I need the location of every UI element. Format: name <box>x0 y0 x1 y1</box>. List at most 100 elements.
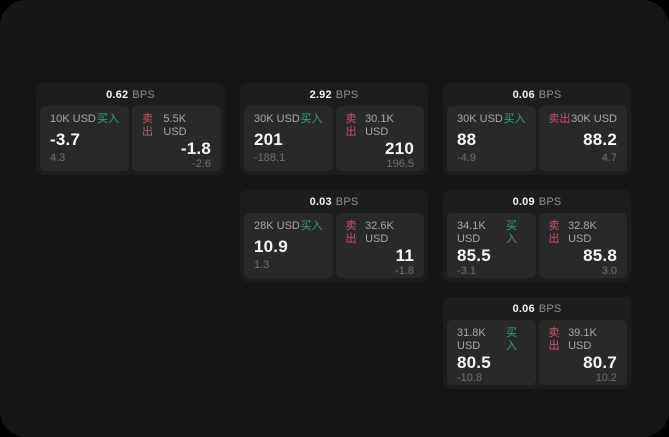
quote-panels: 10K USD 买入 -3.7 4.3 卖出 5.5K USD -1.8 -2.… <box>40 106 221 171</box>
spread-unit-label: BPS <box>335 196 359 208</box>
buy-price: -3.7 <box>50 129 81 149</box>
buy-quote-panel[interactable]: 28K USD 买入 10.9 1.3 <box>244 213 333 278</box>
spread-header: 0.06 BPS <box>447 301 627 317</box>
sell-side-tag: 卖出 <box>548 220 560 245</box>
sell-size-label: 39.1K USD <box>568 327 597 352</box>
sell-price: 11 <box>395 246 414 265</box>
buy-side-tag: 买入 <box>505 327 517 352</box>
quote-card: 2.92 BPS 30K USD 买入 201 -188.1 卖出 30.1K U… <box>240 83 428 175</box>
spread-value: 0.09 <box>512 196 535 208</box>
spread-unit-label: BPS <box>538 89 562 101</box>
sell-price: 88.2 <box>583 129 617 149</box>
sell-delta: 196.5 <box>386 158 414 170</box>
spread-header: 0.03 BPS <box>244 194 424 210</box>
sell-panel-top-row: 卖出 5.5K USD <box>142 113 211 139</box>
spread-value: 0.62 <box>106 89 129 101</box>
buy-panel-top-row: 28K USD 买入 <box>254 220 323 233</box>
buy-panel-top-row: 30K USD 买入 <box>254 113 323 126</box>
sell-quote-panel[interactable]: 卖出 39.1K USD 80.7 10.2 <box>538 320 627 385</box>
spread-value: 2.92 <box>309 89 332 101</box>
buy-size-label: 30K USD <box>254 113 300 125</box>
buy-price: 10.9 <box>254 236 288 256</box>
sell-size-label: 30K USD <box>571 113 617 125</box>
sell-side-tag: 卖出 <box>548 113 571 125</box>
buy-size-label: 10K USD <box>50 113 96 125</box>
buy-delta: -188.1 <box>254 152 286 164</box>
spread-unit-label: BPS <box>538 196 562 208</box>
sell-size-label: 32.6K USD <box>365 220 394 245</box>
sell-side-tag: 卖出 <box>345 220 357 245</box>
quote-panels: 30K USD 买入 201 -188.1 卖出 30.1K USD 210 1… <box>244 106 424 171</box>
sell-panel-top-row: 卖出 30.1K USD <box>346 113 415 139</box>
quote-panels: 34.1K USD 买入 85.5 -3.1 卖出 32.8K USD 85.8… <box>447 213 627 278</box>
sell-quote-panel[interactable]: 卖出 30K USD 88.2 4.7 <box>538 106 627 171</box>
quote-panels: 28K USD 买入 10.9 1.3 卖出 32.6K USD 11 -1.8 <box>244 213 424 278</box>
sell-side-tag: 卖出 <box>142 113 153 138</box>
quote-grid: 0.62 BPS 10K USD 买入 -3.7 4.3 卖出 5.5K USD … <box>36 83 631 389</box>
buy-delta: -10.8 <box>457 372 483 384</box>
buy-side-tag: 买入 <box>300 220 323 232</box>
spread-value: 0.06 <box>512 303 535 315</box>
spread-unit-label: BPS <box>335 89 359 101</box>
sell-price: 85.8 <box>583 246 617 265</box>
quote-card: 0.06 BPS 31.8K USD 买入 80.5 -10.8 卖出 39.1K… <box>443 297 631 389</box>
buy-size-label: 28K USD <box>254 220 300 232</box>
buy-delta: -3.1 <box>457 265 476 277</box>
buy-size-label: 31.8K USD <box>457 327 486 352</box>
spread-value: 0.06 <box>512 89 535 101</box>
buy-size-label: 30K USD <box>457 113 503 125</box>
sell-quote-panel[interactable]: 卖出 30.1K USD 210 196.5 <box>335 106 424 171</box>
buy-panel-top-row: 31.8K USD 买入 <box>457 327 526 353</box>
buy-price: 88 <box>457 129 477 149</box>
sell-panel-top-row: 卖出 32.6K USD <box>346 220 415 246</box>
sell-side-tag: 卖出 <box>345 113 357 138</box>
quote-panels: 31.8K USD 买入 80.5 -10.8 卖出 39.1K USD 80.… <box>447 320 627 385</box>
buy-panel-top-row: 34.1K USD 买入 <box>457 220 526 246</box>
buy-quote-panel[interactable]: 30K USD 买入 88 -4.9 <box>447 106 536 171</box>
sell-price: 210 <box>385 139 414 158</box>
buy-price: 201 <box>254 129 283 149</box>
sell-price: 80.7 <box>583 353 617 372</box>
buy-side-tag: 买入 <box>300 113 323 125</box>
buy-quote-panel[interactable]: 31.8K USD 买入 80.5 -10.8 <box>447 320 536 385</box>
quote-card: 0.06 BPS 30K USD 买入 88 -4.9 卖出 30K USD 88… <box>443 83 631 175</box>
spread-header: 0.06 BPS <box>447 87 627 103</box>
buy-price: 80.5 <box>457 353 491 372</box>
sell-size-label: 30.1K USD <box>365 113 394 138</box>
sell-quote-panel[interactable]: 卖出 32.8K USD 85.8 3.0 <box>538 213 627 278</box>
sell-panel-top-row: 卖出 30K USD <box>549 113 618 126</box>
buy-side-tag: 买入 <box>503 113 526 125</box>
sell-quote-panel[interactable]: 卖出 32.6K USD 11 -1.8 <box>335 213 424 278</box>
quote-card: 0.62 BPS 10K USD 买入 -3.7 4.3 卖出 5.5K USD … <box>36 83 225 175</box>
buy-delta: 1.3 <box>254 259 270 271</box>
buy-quote-panel[interactable]: 34.1K USD 买入 85.5 -3.1 <box>447 213 536 278</box>
spread-unit-label: BPS <box>538 303 562 315</box>
sell-delta: -2.6 <box>192 158 211 170</box>
buy-side-tag: 买入 <box>505 220 517 245</box>
buy-quote-panel[interactable]: 10K USD 买入 -3.7 4.3 <box>40 106 129 171</box>
quote-panels: 30K USD 买入 88 -4.9 卖出 30K USD 88.2 4.7 <box>447 106 627 171</box>
sell-delta: 4.7 <box>601 152 617 164</box>
buy-side-tag: 买入 <box>97 113 119 125</box>
buy-delta: 4.3 <box>50 152 66 164</box>
spread-header: 0.62 BPS <box>40 87 221 103</box>
sell-size-label: 5.5K USD <box>163 113 187 138</box>
spread-header: 0.09 BPS <box>447 194 627 210</box>
sell-delta: 10.2 <box>595 372 617 384</box>
buy-quote-panel[interactable]: 30K USD 买入 201 -188.1 <box>244 106 333 171</box>
sell-delta: 3.0 <box>601 265 617 277</box>
spread-header: 2.92 BPS <box>244 87 424 103</box>
quote-card: 0.03 BPS 28K USD 买入 10.9 1.3 卖出 32.6K USD… <box>240 190 428 282</box>
spread-unit-label: BPS <box>132 89 155 101</box>
sell-delta: -1.8 <box>395 265 414 277</box>
buy-price: 85.5 <box>457 246 491 265</box>
spread-value: 0.03 <box>309 196 332 208</box>
sell-quote-panel[interactable]: 卖出 5.5K USD -1.8 -2.6 <box>132 106 221 171</box>
sell-size-label: 32.8K USD <box>568 220 597 245</box>
buy-panel-top-row: 30K USD 买入 <box>457 113 526 126</box>
buy-size-label: 34.1K USD <box>457 220 486 245</box>
sell-panel-top-row: 卖出 32.8K USD <box>549 220 618 246</box>
buy-panel-top-row: 10K USD 买入 <box>50 113 119 126</box>
quote-card: 0.09 BPS 34.1K USD 买入 85.5 -3.1 卖出 32.8K … <box>443 190 631 282</box>
